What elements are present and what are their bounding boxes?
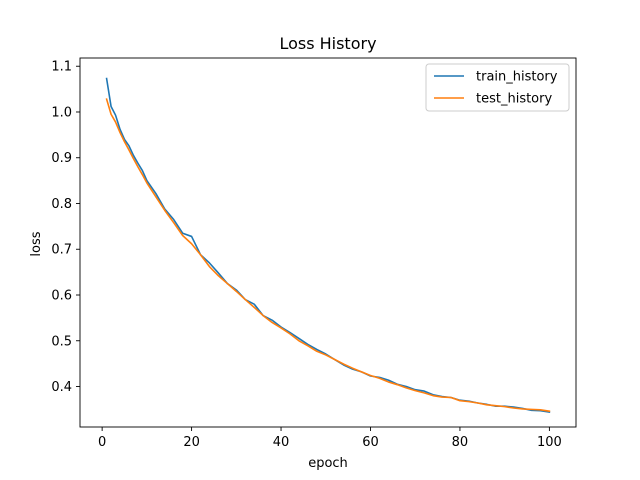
y-tick-label: 0.9 (51, 151, 72, 166)
series-line-test_history (105, 98, 551, 413)
legend-label-test_history: test_history (476, 92, 552, 107)
x-tick-label: 40 (273, 435, 290, 450)
y-tick-label: 0.6 (51, 289, 72, 304)
x-tick-label: 20 (183, 435, 200, 450)
x-tick-label: 100 (537, 435, 562, 450)
legend: train_history test_history (425, 63, 570, 112)
y-tick-label: 1.0 (51, 105, 72, 120)
chart-title: Loss History (279, 34, 376, 53)
y-tick-label: 0.5 (51, 334, 72, 349)
x-tick-label: 0 (98, 435, 106, 450)
x-tick-label: 80 (452, 435, 469, 450)
axes-frame (79, 57, 577, 428)
y-tick-label: 0.4 (51, 380, 72, 395)
y-axis-label: loss (29, 231, 44, 256)
plot-area: 0 20 40 60 80 100 0.4 0.5 0.6 0.7 0.8 0.9 1.0 1.1 (51, 57, 577, 450)
x-axis-label: epoch (308, 456, 348, 471)
legend-label-train_history: train_history (476, 70, 558, 85)
y-tick-label: 0.8 (51, 197, 72, 212)
y-tick-label: 0.7 (51, 243, 72, 258)
x-tick-label: 60 (362, 435, 379, 450)
y-tick-label: 1.1 (51, 60, 72, 75)
